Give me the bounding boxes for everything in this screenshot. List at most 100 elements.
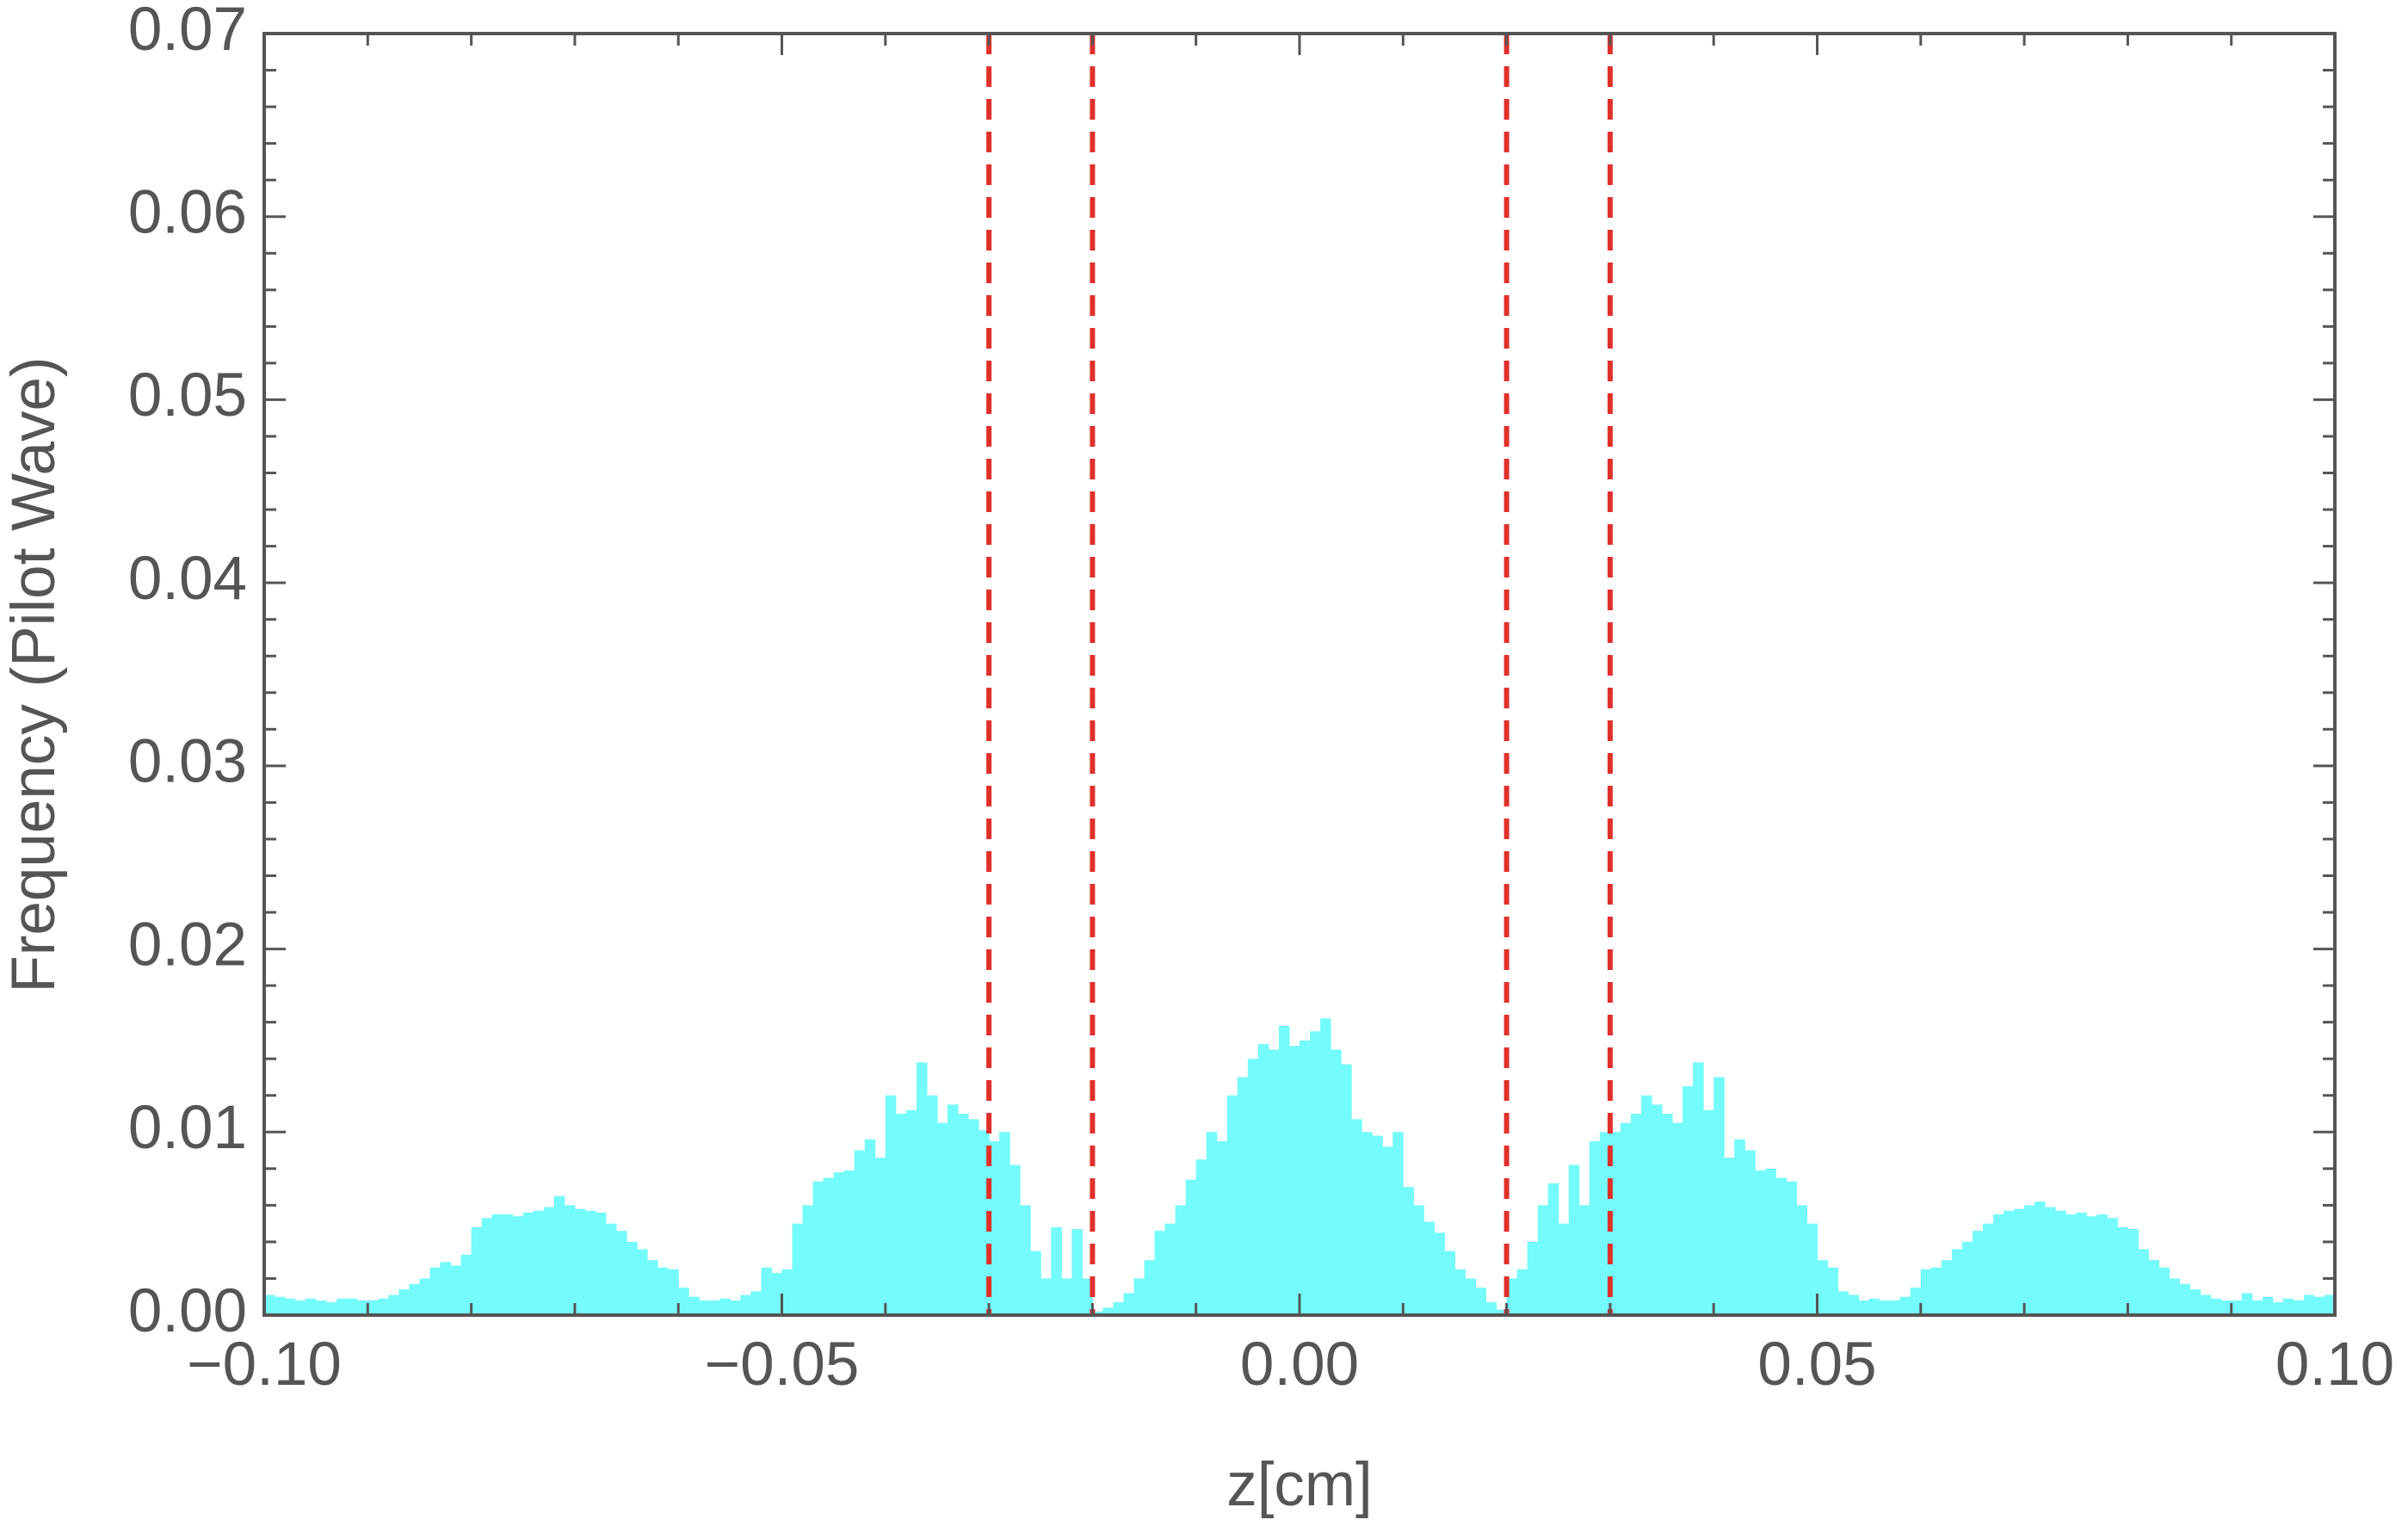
bar [1092, 1311, 1103, 1315]
bar [947, 1104, 959, 1315]
bar [2055, 1210, 2066, 1315]
bar [1061, 1278, 1072, 1315]
bar [595, 1212, 607, 1315]
bar [2004, 1210, 2015, 1315]
bar [502, 1214, 514, 1315]
bar [979, 1130, 990, 1315]
bar [1382, 1146, 1393, 1315]
bar [1993, 1214, 2004, 1315]
bar [2065, 1214, 2077, 1315]
bar [419, 1278, 430, 1315]
bar [916, 1062, 928, 1315]
bar [347, 1298, 358, 1315]
bar [1609, 1132, 1621, 1315]
bar [605, 1223, 617, 1315]
bar [730, 1300, 741, 1315]
bar [295, 1300, 306, 1315]
y-tick-label: 0.01 [128, 1094, 247, 1162]
bar [1268, 1049, 1280, 1315]
bar [2138, 1249, 2149, 1315]
bar [989, 1140, 1000, 1315]
bar [864, 1139, 876, 1315]
bar [1257, 1044, 1269, 1315]
bar [1941, 1260, 1953, 1315]
y-tick-label: 0.02 [128, 911, 247, 979]
bar [999, 1132, 1010, 1315]
bar [1630, 1114, 1642, 1315]
bar [2241, 1293, 2253, 1315]
bar [1806, 1223, 1818, 1315]
bar [1030, 1251, 1041, 1315]
bar [471, 1226, 483, 1315]
bar [2024, 1205, 2035, 1315]
bar [388, 1294, 399, 1315]
x-tick-label: 0.10 [2275, 1331, 2394, 1399]
bar [1351, 1119, 1362, 1315]
bar [895, 1114, 907, 1315]
bar [1920, 1269, 1932, 1315]
bar [658, 1267, 669, 1315]
bar [1837, 1291, 1849, 1315]
bar [1216, 1140, 1228, 1315]
bar [843, 1170, 855, 1315]
bar [1372, 1135, 1383, 1315]
bar [1951, 1249, 1963, 1315]
x-axis-label: z[cm] [1226, 1451, 1373, 1519]
bar [398, 1289, 410, 1315]
bar [584, 1210, 596, 1315]
bar [1040, 1278, 1052, 1315]
bar [1683, 1086, 1694, 1315]
bar [1434, 1232, 1445, 1315]
bar [1310, 1031, 1321, 1315]
y-tick-label: 0.03 [128, 728, 247, 796]
bar [936, 1122, 948, 1315]
bar [512, 1216, 524, 1315]
bar [1496, 1309, 1508, 1315]
bar [1599, 1132, 1611, 1315]
bar [2324, 1294, 2336, 1315]
bar [699, 1300, 710, 1315]
bar [533, 1210, 545, 1315]
bar [1786, 1181, 1797, 1315]
bar [2303, 1294, 2315, 1315]
bar [2014, 1208, 2025, 1315]
bar [2169, 1278, 2181, 1315]
bar [460, 1254, 472, 1315]
bar [1051, 1226, 1062, 1315]
bar [719, 1298, 731, 1315]
bar [306, 1298, 317, 1315]
bar [823, 1177, 835, 1315]
bar [1889, 1300, 1901, 1315]
bar [1713, 1077, 1725, 1315]
bar [1113, 1302, 1124, 1315]
bar [1724, 1158, 1735, 1315]
bar [1796, 1205, 1807, 1315]
bar [522, 1212, 534, 1315]
bar [2117, 1226, 2128, 1315]
bar [750, 1291, 762, 1315]
bar [1071, 1229, 1083, 1315]
bar [1154, 1231, 1166, 1315]
bar [1734, 1139, 1745, 1315]
bar [1392, 1132, 1404, 1315]
bar [1765, 1168, 1776, 1315]
bar [1693, 1062, 1704, 1315]
bar [627, 1241, 638, 1315]
bar [1982, 1223, 1994, 1315]
x-tick-label: −0.05 [705, 1331, 860, 1399]
bar [1341, 1064, 1352, 1315]
bar [2127, 1229, 2139, 1315]
bar [378, 1298, 389, 1315]
bar [1237, 1077, 1249, 1315]
bar [1516, 1269, 1528, 1315]
bar [1775, 1177, 1787, 1315]
bar [1278, 1025, 1290, 1315]
y-tick-label: 0.07 [128, 0, 247, 64]
bar [1879, 1300, 1891, 1315]
bar [2107, 1218, 2118, 1315]
bar [2293, 1300, 2305, 1315]
bar [2210, 1298, 2222, 1315]
bar [1403, 1187, 1414, 1315]
bar [1817, 1260, 1829, 1315]
